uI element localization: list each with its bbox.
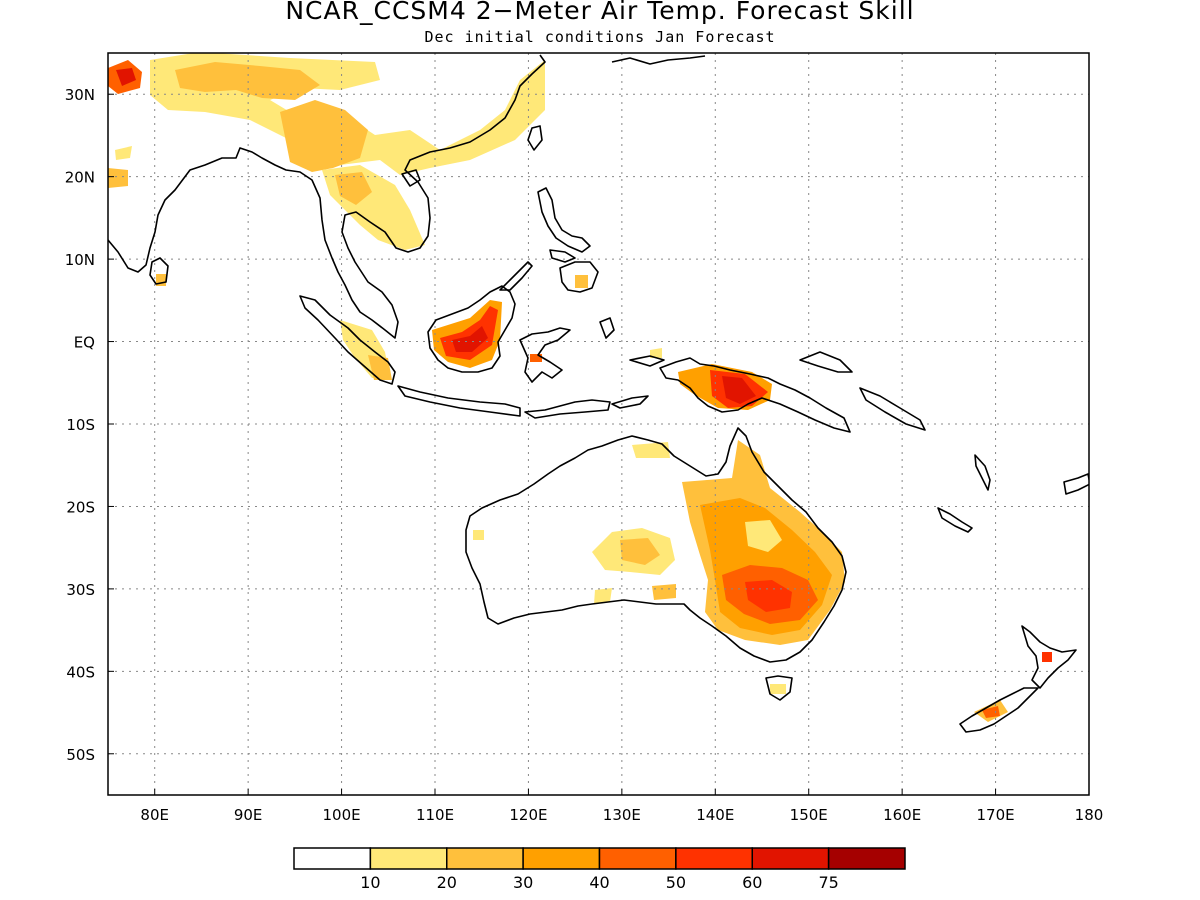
colorbar-label: 60 <box>742 873 762 892</box>
colorbar-swatch <box>598 847 677 870</box>
colorbar-label: 20 <box>437 873 457 892</box>
lon-tick-label: 180 <box>1075 806 1104 824</box>
colorbar: 10 20 30 40 50 60 75 <box>293 847 906 892</box>
colorbar-label: 75 <box>818 873 838 892</box>
coastline-vanuatu <box>937 507 973 533</box>
coastline-nz-north <box>1021 625 1077 689</box>
skill-region-india-w <box>108 168 128 188</box>
map-gridlines <box>108 53 1089 795</box>
colorbar-swatch <box>675 847 753 870</box>
colorbar-label: 10 <box>360 873 380 892</box>
lon-tick-label: 170E <box>977 806 1015 824</box>
coastline-tasmania <box>765 675 793 701</box>
skill-region-himalaya <box>175 62 320 100</box>
skill-region-nz-south-core <box>982 706 1000 718</box>
coastline-java <box>397 385 521 417</box>
skill-region-australia-s2 <box>652 584 676 600</box>
coastline-timor <box>611 395 649 409</box>
skill-region-sulawesi <box>530 354 542 362</box>
lon-tick-label: 80E <box>140 806 169 824</box>
skill-region-newguinea-peak <box>722 376 756 404</box>
skill-region-borneo-peak <box>452 326 488 352</box>
coastline-luzon <box>537 187 591 253</box>
lat-tick-label: 10S <box>66 416 95 434</box>
skill-region-newguinea-nw <box>650 348 662 358</box>
skill-region-australia-inner <box>745 520 782 552</box>
coastline-layer <box>108 54 1089 733</box>
lon-tick-label: 140E <box>696 806 734 824</box>
colorbar-swatch <box>751 847 830 870</box>
lat-tick-label: 20N <box>65 169 95 187</box>
coastline-japan <box>611 55 706 65</box>
coastline-srilanka <box>149 257 169 285</box>
lat-tick-label: 10N <box>65 251 95 269</box>
coastline-newguinea <box>659 357 851 433</box>
colorbar-swatch <box>293 847 372 870</box>
coastline-visayas <box>549 249 576 263</box>
colorbar-swatch <box>446 847 524 870</box>
coastline-sumatra <box>299 295 396 385</box>
lat-tick-labels: 30N 20N 10N EQ 10S 20S 30S 40S 50S <box>65 86 114 764</box>
map-title: NCAR_CCSM4 2−Meter Air Temp. Forecast Sk… <box>285 0 915 25</box>
lon-tick-label: 130E <box>603 806 641 824</box>
skill-region-mindanao <box>575 275 588 288</box>
lon-tick-label: 110E <box>416 806 454 824</box>
lat-tick-label: 40S <box>66 663 95 681</box>
lon-tick-label: 120E <box>509 806 547 824</box>
skill-region-australia-c-core <box>620 538 660 565</box>
lon-tick-label: 150E <box>790 806 828 824</box>
skill-region-himalaya-2 <box>280 100 368 172</box>
coastline-lesser-sunda <box>524 399 611 419</box>
skill-shading-layer <box>108 53 1052 722</box>
coastline-australia <box>465 427 847 663</box>
skill-region-india-n <box>115 146 132 160</box>
coastline-solomons <box>859 387 926 431</box>
coastline-halmahera <box>599 317 615 339</box>
coastline-taiwan <box>527 125 543 151</box>
coastline-asia <box>108 54 546 339</box>
skill-region-nz-north <box>1042 652 1052 662</box>
lat-tick-label: 50S <box>66 746 95 764</box>
lat-tick-label: EQ <box>74 334 95 352</box>
colorbar-swatch <box>369 847 448 870</box>
lon-tick-label: 100E <box>323 806 361 824</box>
skill-region-indochina-core <box>335 172 372 205</box>
lat-tick-label: 20S <box>66 498 95 516</box>
colorbar-label: 30 <box>513 873 533 892</box>
coastline-sulawesi <box>519 327 571 383</box>
map-subtitle: Dec initial conditions Jan Forecast <box>424 28 776 46</box>
coastline-borneo <box>427 285 516 373</box>
coastline-newbritain <box>799 351 853 373</box>
coastline-fiji <box>1063 473 1089 495</box>
coastline-newcaledonia <box>974 454 991 491</box>
skill-region-australia-s <box>594 588 612 604</box>
coastline-nz-south <box>959 687 1039 733</box>
colorbar-swatch <box>827 847 906 870</box>
colorbar-swatch <box>522 847 601 870</box>
lon-tick-label: 90E <box>234 806 263 824</box>
lat-tick-label: 30N <box>65 86 95 104</box>
coastline-mindanao <box>559 261 599 293</box>
lon-tick-labels: 80E 90E 100E 110E 120E 130E 140E 150E 160E 170E 18… <box>140 789 1103 824</box>
skill-region-australia-se-core <box>745 580 792 612</box>
lat-tick-label: 30S <box>66 581 95 599</box>
lon-tick-label: 160E <box>883 806 921 824</box>
skill-region-australia-w <box>473 530 484 540</box>
skill-region-australia-n <box>632 442 670 458</box>
coastline-palawan <box>499 261 533 291</box>
colorbar-label: 40 <box>589 873 609 892</box>
coastline-hainan <box>401 169 421 187</box>
skill-region-pakistan-core <box>116 68 136 86</box>
coastline-seram <box>629 355 665 367</box>
skill-region-tasmania <box>770 684 786 694</box>
colorbar-label: 50 <box>666 873 686 892</box>
